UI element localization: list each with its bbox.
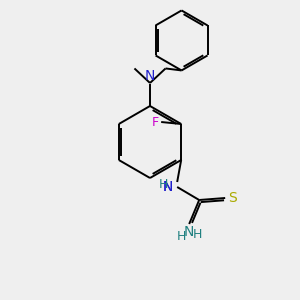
Text: N: N <box>163 180 173 194</box>
Text: N: N <box>184 225 194 239</box>
Text: N: N <box>163 180 173 194</box>
Text: N: N <box>145 69 155 83</box>
Text: H: H <box>176 230 186 242</box>
Text: F: F <box>152 116 159 128</box>
Text: H: H <box>158 178 168 191</box>
Text: S: S <box>228 191 237 205</box>
Text: H: H <box>193 227 202 241</box>
